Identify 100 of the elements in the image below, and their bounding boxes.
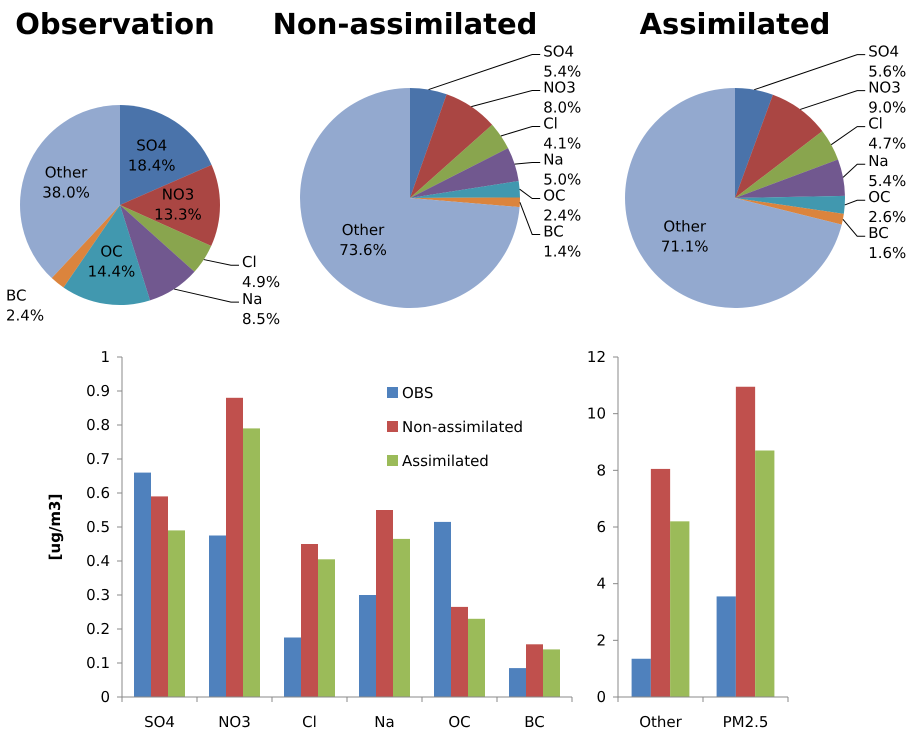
x-tick-label: Na (374, 713, 395, 729)
pie-slice (120, 105, 212, 205)
slice-label: BC (6, 286, 27, 304)
slice-label: OC (100, 242, 123, 260)
data-label: 9.0% (868, 98, 906, 117)
data-label: 71.1% (660, 237, 709, 256)
y-tick-label: 0.8 (86, 416, 110, 434)
pie-slice (735, 159, 845, 198)
y-tick-label: 8 (596, 461, 606, 480)
data-label: 4.7% (868, 134, 906, 153)
bar (318, 559, 335, 697)
pie-slice (410, 124, 508, 198)
slice-label: Na (242, 290, 262, 308)
data-label: 5.4% (543, 62, 582, 80)
slice-label: Other (342, 221, 386, 240)
bar (284, 638, 301, 697)
bar (526, 644, 543, 697)
bar (468, 618, 485, 697)
legend-label: OBS (402, 384, 434, 402)
bar (301, 544, 318, 697)
pie-slice (410, 180, 520, 198)
x-tick-label: NO3 (218, 713, 251, 729)
legend-label: Non-assimilated (402, 418, 524, 436)
data-label: 38.0% (42, 184, 90, 202)
bar (451, 606, 468, 697)
bar (632, 658, 651, 697)
x-tick-label: PM2.5 (722, 713, 768, 729)
y-tick-label: 0 (596, 688, 606, 706)
slice-label: Na (543, 150, 564, 168)
data-label: 8.0% (543, 98, 582, 116)
pie-slice (735, 196, 845, 214)
pie-slice (300, 88, 520, 308)
data-label: 5.6% (868, 62, 906, 81)
slice-label: Cl (242, 253, 257, 272)
slice-label: NO3 (868, 78, 901, 97)
bar (209, 536, 226, 697)
y-tick-label: 0.6 (86, 484, 110, 502)
bar (434, 522, 451, 697)
data-label: 2.4% (543, 206, 582, 224)
data-label: 4.9% (242, 273, 280, 292)
pie-slice (410, 148, 519, 198)
y-axis-title: [ug/m3] (46, 494, 64, 560)
y-tick-label: 12 (586, 348, 606, 366)
y-tick-label: 0 (100, 688, 110, 706)
data-label: 2.4% (6, 306, 44, 324)
slice-label: OC (543, 186, 566, 204)
bar (736, 386, 756, 697)
slice-label: SO4 (543, 42, 574, 60)
slice-label: SO4 (868, 42, 900, 61)
y-tick-label: 0.7 (86, 450, 110, 468)
slice-label: BC (868, 224, 889, 242)
bar (226, 398, 243, 697)
data-label: 1.6% (868, 244, 906, 262)
pie-slice (735, 88, 773, 198)
slice-label: NO3 (162, 185, 194, 204)
y-tick-label: 10 (586, 404, 606, 423)
bar (134, 472, 151, 697)
y-tick-label: 0.3 (86, 586, 110, 604)
pie-slice (410, 88, 447, 198)
data-label: 18.4% (128, 156, 176, 174)
x-tick-label: Cl (302, 713, 317, 729)
y-tick-label: 2 (596, 631, 606, 650)
data-label: 1.4% (543, 242, 582, 260)
slice-label: BC (543, 222, 564, 240)
bar (393, 538, 410, 697)
y-tick-label: 6 (596, 518, 606, 536)
pie-slice (410, 94, 492, 198)
bar (151, 496, 168, 697)
pie-slice (735, 198, 844, 225)
y-tick-label: 0.4 (86, 552, 110, 570)
data-label: 4.1% (543, 134, 582, 152)
bar (755, 450, 774, 697)
y-tick-label: 4 (596, 574, 606, 593)
bar (376, 510, 393, 697)
x-tick-label: Other (639, 713, 683, 729)
data-label: 2.6% (868, 208, 906, 226)
y-tick-label: 0.2 (86, 620, 110, 638)
pie-slice (735, 94, 822, 198)
pie-slice (63, 205, 150, 305)
legend-label: Assimilated (402, 452, 489, 470)
data-label: 5.0% (543, 170, 582, 188)
x-tick-label: BC (524, 713, 545, 729)
slice-label: Na (868, 152, 889, 170)
slice-label: NO3 (543, 78, 576, 96)
bar (543, 649, 560, 697)
data-label: 13.3% (154, 205, 202, 224)
slice-label: Other (663, 217, 707, 236)
pie-slice (735, 131, 838, 198)
slice-label: Cl (543, 114, 558, 132)
y-tick-label: 1 (100, 348, 110, 366)
slice-label: Other (44, 164, 88, 182)
bar (670, 521, 690, 697)
data-label: 73.6% (339, 241, 387, 260)
slice-label: SO4 (136, 136, 168, 154)
y-tick-label: 0.1 (86, 654, 110, 672)
y-tick-label: 0.9 (86, 382, 110, 400)
chart-title: Observation (15, 7, 215, 41)
bar (359, 595, 376, 697)
x-tick-label: OC (448, 713, 471, 729)
y-tick-label: 0.5 (86, 518, 110, 536)
